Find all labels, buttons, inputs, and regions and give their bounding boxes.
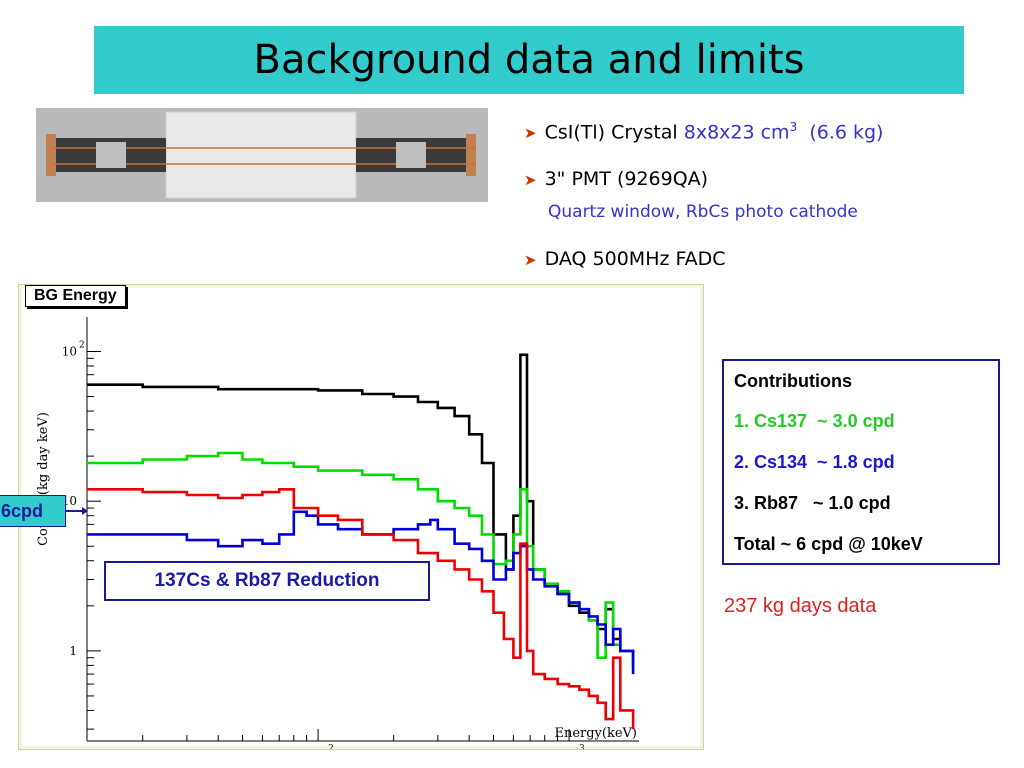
bg-energy-plot: Counts/(kg day keV) Energy(keV) 10210311… bbox=[36, 317, 639, 762]
arrow-bullet-icon: ➤ bbox=[524, 251, 537, 269]
x-tick-label-exponent: 2 bbox=[328, 744, 334, 749]
detector-photo bbox=[36, 108, 488, 202]
exposure-label: 237 kg days data bbox=[724, 595, 877, 617]
spectrum-series-3 bbox=[87, 510, 635, 675]
crystal-dimensions-exponent: 3 bbox=[789, 120, 798, 134]
crystal-dimensions: 8x8x23 cm bbox=[683, 121, 790, 144]
contributions-box: Contributions 1. Cs137 ~ 3.0 cpd 2. Cs13… bbox=[722, 359, 1000, 565]
cpd-callout: 6cpd bbox=[0, 495, 66, 527]
pmt-detail: Quartz window, RbCs photo cathode bbox=[548, 202, 858, 222]
cpd-arrow-icon bbox=[66, 507, 88, 515]
bullet-daq: ➤ DAQ 500MHz FADC bbox=[524, 248, 726, 270]
contribution-rb87: 3. Rb87 ~ 1.0 cpd bbox=[734, 493, 891, 513]
y-tick-label-exponent: 2 bbox=[79, 340, 85, 350]
crystal-mass: (6.6 kg) bbox=[809, 121, 884, 144]
contribution-cs137: 1. Cs137 ~ 3.0 cpd bbox=[734, 411, 895, 431]
bullet-pmt: ➤ 3" PMT (9269QA) bbox=[524, 168, 708, 190]
arrow-bullet-icon: ➤ bbox=[524, 124, 537, 143]
x-axis-label: Energy(keV) bbox=[554, 726, 637, 741]
detector-photo-icon bbox=[36, 108, 488, 202]
title-bar: Background data and limits bbox=[94, 26, 964, 94]
crystal-label: CsI(Tl) Crystal bbox=[544, 121, 684, 144]
x-tick-label-exponent: 3 bbox=[579, 744, 585, 749]
spectrum-series-1 bbox=[87, 353, 635, 666]
x-tick-label: 10 bbox=[561, 748, 576, 749]
x-tick-label: 10 bbox=[310, 748, 325, 749]
plot-frame: Counts/(kg day keV) Energy(keV) 10210311… bbox=[18, 284, 704, 762]
y-tick-label: 10 bbox=[62, 344, 77, 358]
page-title: Background data and limits bbox=[253, 37, 805, 83]
reduction-callout: 137Cs & Rb87 Reduction bbox=[104, 561, 430, 601]
plot-title: BG Energy bbox=[25, 285, 126, 307]
contribution-cs134: 2. Cs134 ~ 1.8 cpd bbox=[734, 452, 895, 472]
spectrum-series-4 bbox=[87, 488, 635, 730]
spectrum-series-2 bbox=[87, 451, 635, 670]
arrow-bullet-icon: ➤ bbox=[524, 171, 537, 189]
daq-label: DAQ 500MHz FADC bbox=[544, 248, 726, 270]
contribution-total: Total ~ 6 cpd @ 10keV bbox=[734, 534, 923, 554]
pmt-label: 3" PMT (9269QA) bbox=[544, 168, 709, 190]
bullet-crystal: ➤ CsI(Tl) Crystal 8x8x23 cm3 (6.6 kg) bbox=[524, 120, 883, 143]
contributions-heading: Contributions bbox=[734, 371, 852, 391]
y-tick-label: 1 bbox=[69, 644, 77, 658]
